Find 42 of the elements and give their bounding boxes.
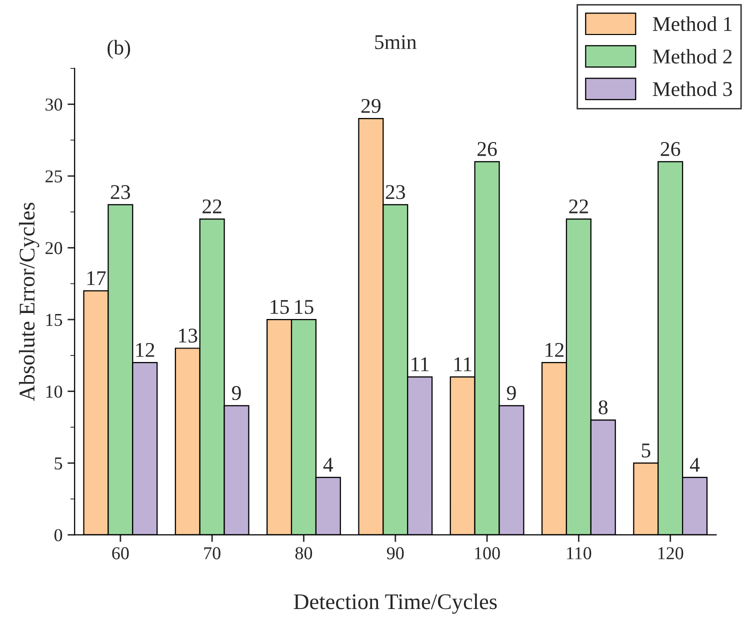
- data-label: 23: [110, 185, 130, 200]
- data-label: 9: [506, 386, 516, 400]
- data-label: 17: [87, 271, 106, 286]
- data-label: 5: [642, 444, 650, 458]
- data-label: 15: [270, 300, 289, 314]
- data-label: 29: [361, 98, 381, 113]
- data-label: 22: [569, 199, 588, 214]
- x-tick-label: 60: [112, 547, 129, 560]
- data-label: 4: [323, 458, 334, 472]
- y-tick-label: 30: [46, 98, 62, 111]
- data-label: 11: [412, 357, 429, 372]
- y-tick-label: 15: [46, 314, 62, 326]
- legend-label: Method 2: [652, 48, 732, 64]
- y-tick-label: 25: [46, 170, 62, 182]
- x-tick-label: 120: [658, 547, 684, 560]
- x-tick-label: 70: [204, 547, 220, 560]
- x-tick-label: 110: [567, 547, 592, 560]
- data-label: 23: [386, 185, 405, 200]
- y-tick-label: 20: [46, 242, 62, 254]
- y-tick-label: 5: [54, 458, 62, 470]
- data-label: 4: [690, 458, 700, 472]
- data-label: 13: [179, 328, 198, 343]
- data-label: 9: [232, 386, 241, 400]
- data-label: 15: [295, 300, 314, 314]
- data-label: 26: [478, 142, 497, 156]
- data-label: 26: [660, 142, 680, 156]
- x-tick-label: 90: [386, 547, 404, 560]
- y-tick-label: 0: [54, 529, 62, 542]
- data-label: 12: [546, 342, 564, 357]
- y-axis-title: Absolute Error/Cycles: [18, 202, 40, 402]
- legend-label: Method 1: [652, 16, 732, 32]
- text: (b): [108, 40, 130, 59]
- x-tick-label: 100: [475, 547, 500, 560]
- chart-title: 5min: [375, 35, 416, 50]
- data-label: 8: [598, 400, 608, 414]
- y-tick-label: 10: [46, 386, 62, 398]
- legend-label: Method 3: [652, 82, 732, 96]
- data-label: 22: [202, 199, 222, 214]
- x-tick-label: 80: [295, 547, 312, 560]
- data-label: 11: [454, 357, 472, 372]
- x-axis-title: Detection Time/Cycles: [294, 594, 497, 614]
- data-label: 12: [136, 342, 154, 357]
